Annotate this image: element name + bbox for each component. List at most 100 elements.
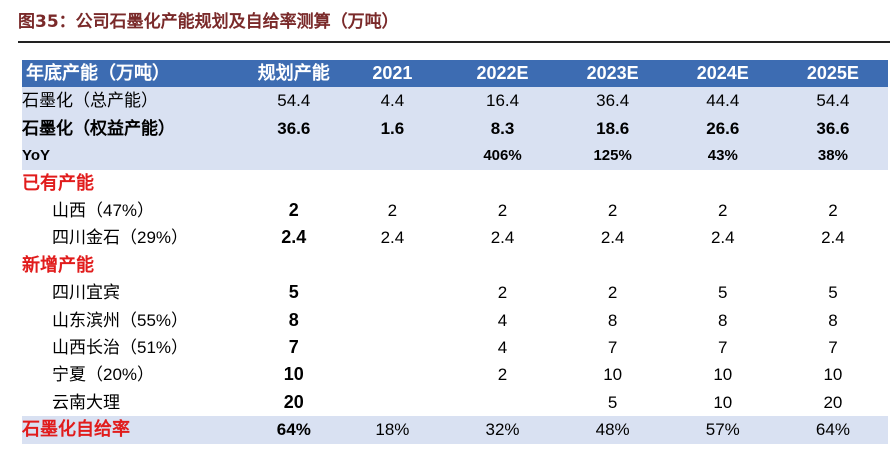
table-cell: 2 <box>607 201 618 221</box>
table-cell: 26.6 <box>667 114 778 143</box>
table-cell: 57% <box>667 416 778 444</box>
table-cell: 43% <box>667 142 778 170</box>
table-cell: 20 <box>823 392 843 412</box>
table-cell: 5 <box>828 283 838 303</box>
row-label: 云南大理 <box>52 392 120 412</box>
table-row: 宁夏（20%） 10 2 10 10 10 <box>22 361 888 388</box>
table-cell <box>447 389 557 416</box>
section-title: 新增产能 <box>22 254 94 275</box>
table-cell: 406% <box>447 142 558 170</box>
table-cell: 2 <box>387 201 398 221</box>
table-cell: 7 <box>828 338 838 358</box>
table-row: 山西长治（51%） 7 4 7 7 7 <box>22 334 888 361</box>
table-cell: 20 <box>283 391 304 412</box>
table-cell: 18.6 <box>557 114 668 143</box>
table-header-row: 年底产能（万吨） 规划产能 2021 2022E 2023E 2024E 202… <box>22 60 888 88</box>
table-cell: 7 <box>718 338 728 358</box>
table-cell: 2.4 <box>710 228 735 248</box>
table-cell: 8.3 <box>447 114 558 143</box>
row-label: 四川金石（29%） <box>52 228 189 248</box>
row-label: 石墨化（总产能） <box>22 87 251 115</box>
section-header-new: 新增产能 <box>22 252 888 279</box>
table-row: 山西（47%） 2 2 2 2 2 2 <box>22 197 888 224</box>
table-cell <box>337 142 448 170</box>
table-cell <box>250 142 338 170</box>
table-cell: 4.4 <box>337 87 448 115</box>
row-label: 石墨化自给率 <box>22 416 251 444</box>
table-cell: 54.4 <box>250 87 338 115</box>
table-cell: 1.6 <box>337 114 448 143</box>
row-label: 宁夏（20%） <box>52 365 155 385</box>
table-cell: 38% <box>777 142 888 170</box>
table-cell: 10 <box>713 365 733 385</box>
table-row-self-sufficiency: 石墨化自给率 64% 18% 32% 48% 57% 64% <box>22 416 888 444</box>
table-row: 四川宜宾 5 2 2 5 5 <box>22 279 888 306</box>
table-cell: 2.4 <box>821 228 845 248</box>
table-cell: 32% <box>447 416 558 444</box>
table-cell: 10 <box>713 392 733 412</box>
table-cell: 36.6 <box>250 114 338 143</box>
table-cell: 10 <box>823 365 843 385</box>
table-cell: 64% <box>250 416 338 444</box>
table-cell: 2 <box>497 365 508 385</box>
table-cell <box>337 389 447 416</box>
row-label: 四川宜宾 <box>52 283 120 303</box>
column-header: 2024E <box>667 60 778 88</box>
title-divider <box>18 41 890 43</box>
table-cell: 36.4 <box>557 87 668 115</box>
table-cell: 4 <box>497 310 508 330</box>
column-header: 2023E <box>557 60 668 88</box>
table-cell: 2 <box>497 201 508 221</box>
table-cell: 5 <box>607 392 618 412</box>
table-cell <box>337 279 447 306</box>
table-row-equity-capacity: 石墨化（权益产能） 36.6 1.6 8.3 18.6 26.6 36.6 <box>22 114 888 143</box>
table-cell: 44.4 <box>667 87 778 115</box>
table-cell: 125% <box>557 142 668 170</box>
table-cell: 7 <box>288 337 299 358</box>
table-cell: 16.4 <box>447 87 558 115</box>
column-header: 2022E <box>447 60 558 88</box>
column-header: 年底产能（万吨） <box>22 60 251 88</box>
table-row: 山东滨州（55%） 8 4 8 8 8 <box>22 307 888 334</box>
table-cell: 2 <box>607 283 618 303</box>
table-cell: 10 <box>283 364 304 385</box>
table-cell: 2.4 <box>490 228 515 248</box>
table-row: 四川金石（29%） 2.4 2.4 2.4 2.4 2.4 2.4 <box>22 224 888 251</box>
table-cell: 64% <box>777 416 888 444</box>
table-cell: 18% <box>337 416 448 444</box>
table-cell: 5 <box>718 283 728 303</box>
table-cell: 4 <box>497 338 508 358</box>
table-row-yoy: YoY 406% 125% 43% 38% <box>22 142 888 170</box>
table-cell: 8 <box>718 310 728 330</box>
column-header: 2021 <box>337 60 448 88</box>
table-cell: 2 <box>828 201 838 221</box>
table-cell: 7 <box>607 338 618 358</box>
table-cell: 2 <box>288 200 299 221</box>
table-cell: 8 <box>607 310 618 330</box>
table-cell: 8 <box>828 310 838 330</box>
section-title: 已有产能 <box>22 172 94 193</box>
row-label: 石墨化（权益产能） <box>22 114 251 143</box>
row-label: YoY <box>22 142 251 170</box>
table-cell: 54.4 <box>777 87 888 115</box>
table-cell: 2 <box>497 283 508 303</box>
table-cell: 36.6 <box>777 114 888 143</box>
table-row: 云南大理 20 5 10 20 <box>22 389 888 416</box>
column-header: 2025E <box>777 60 888 88</box>
row-label: 山东滨州（55%） <box>52 310 189 330</box>
table-cell: 10 <box>603 365 623 385</box>
table-cell: 2.4 <box>600 228 625 248</box>
figure-title: 图35：公司石墨化产能规划及自给率测算（万吨） <box>18 12 399 32</box>
table-cell: 2.4 <box>281 227 307 248</box>
table-cell: 8 <box>288 309 299 330</box>
row-label: 山西（47%） <box>52 201 155 221</box>
section-header-existing: 已有产能 <box>22 170 888 197</box>
table-cell <box>337 307 447 334</box>
table-cell: 5 <box>288 282 299 303</box>
table-cell <box>337 361 447 388</box>
capacity-table: 年底产能（万吨） 规划产能 2021 2022E 2023E 2024E 202… <box>22 60 888 444</box>
column-header: 规划产能 <box>250 60 338 88</box>
row-label: 山西长治（51%） <box>52 338 189 358</box>
table-cell: 48% <box>557 416 668 444</box>
table-cell <box>337 334 447 361</box>
